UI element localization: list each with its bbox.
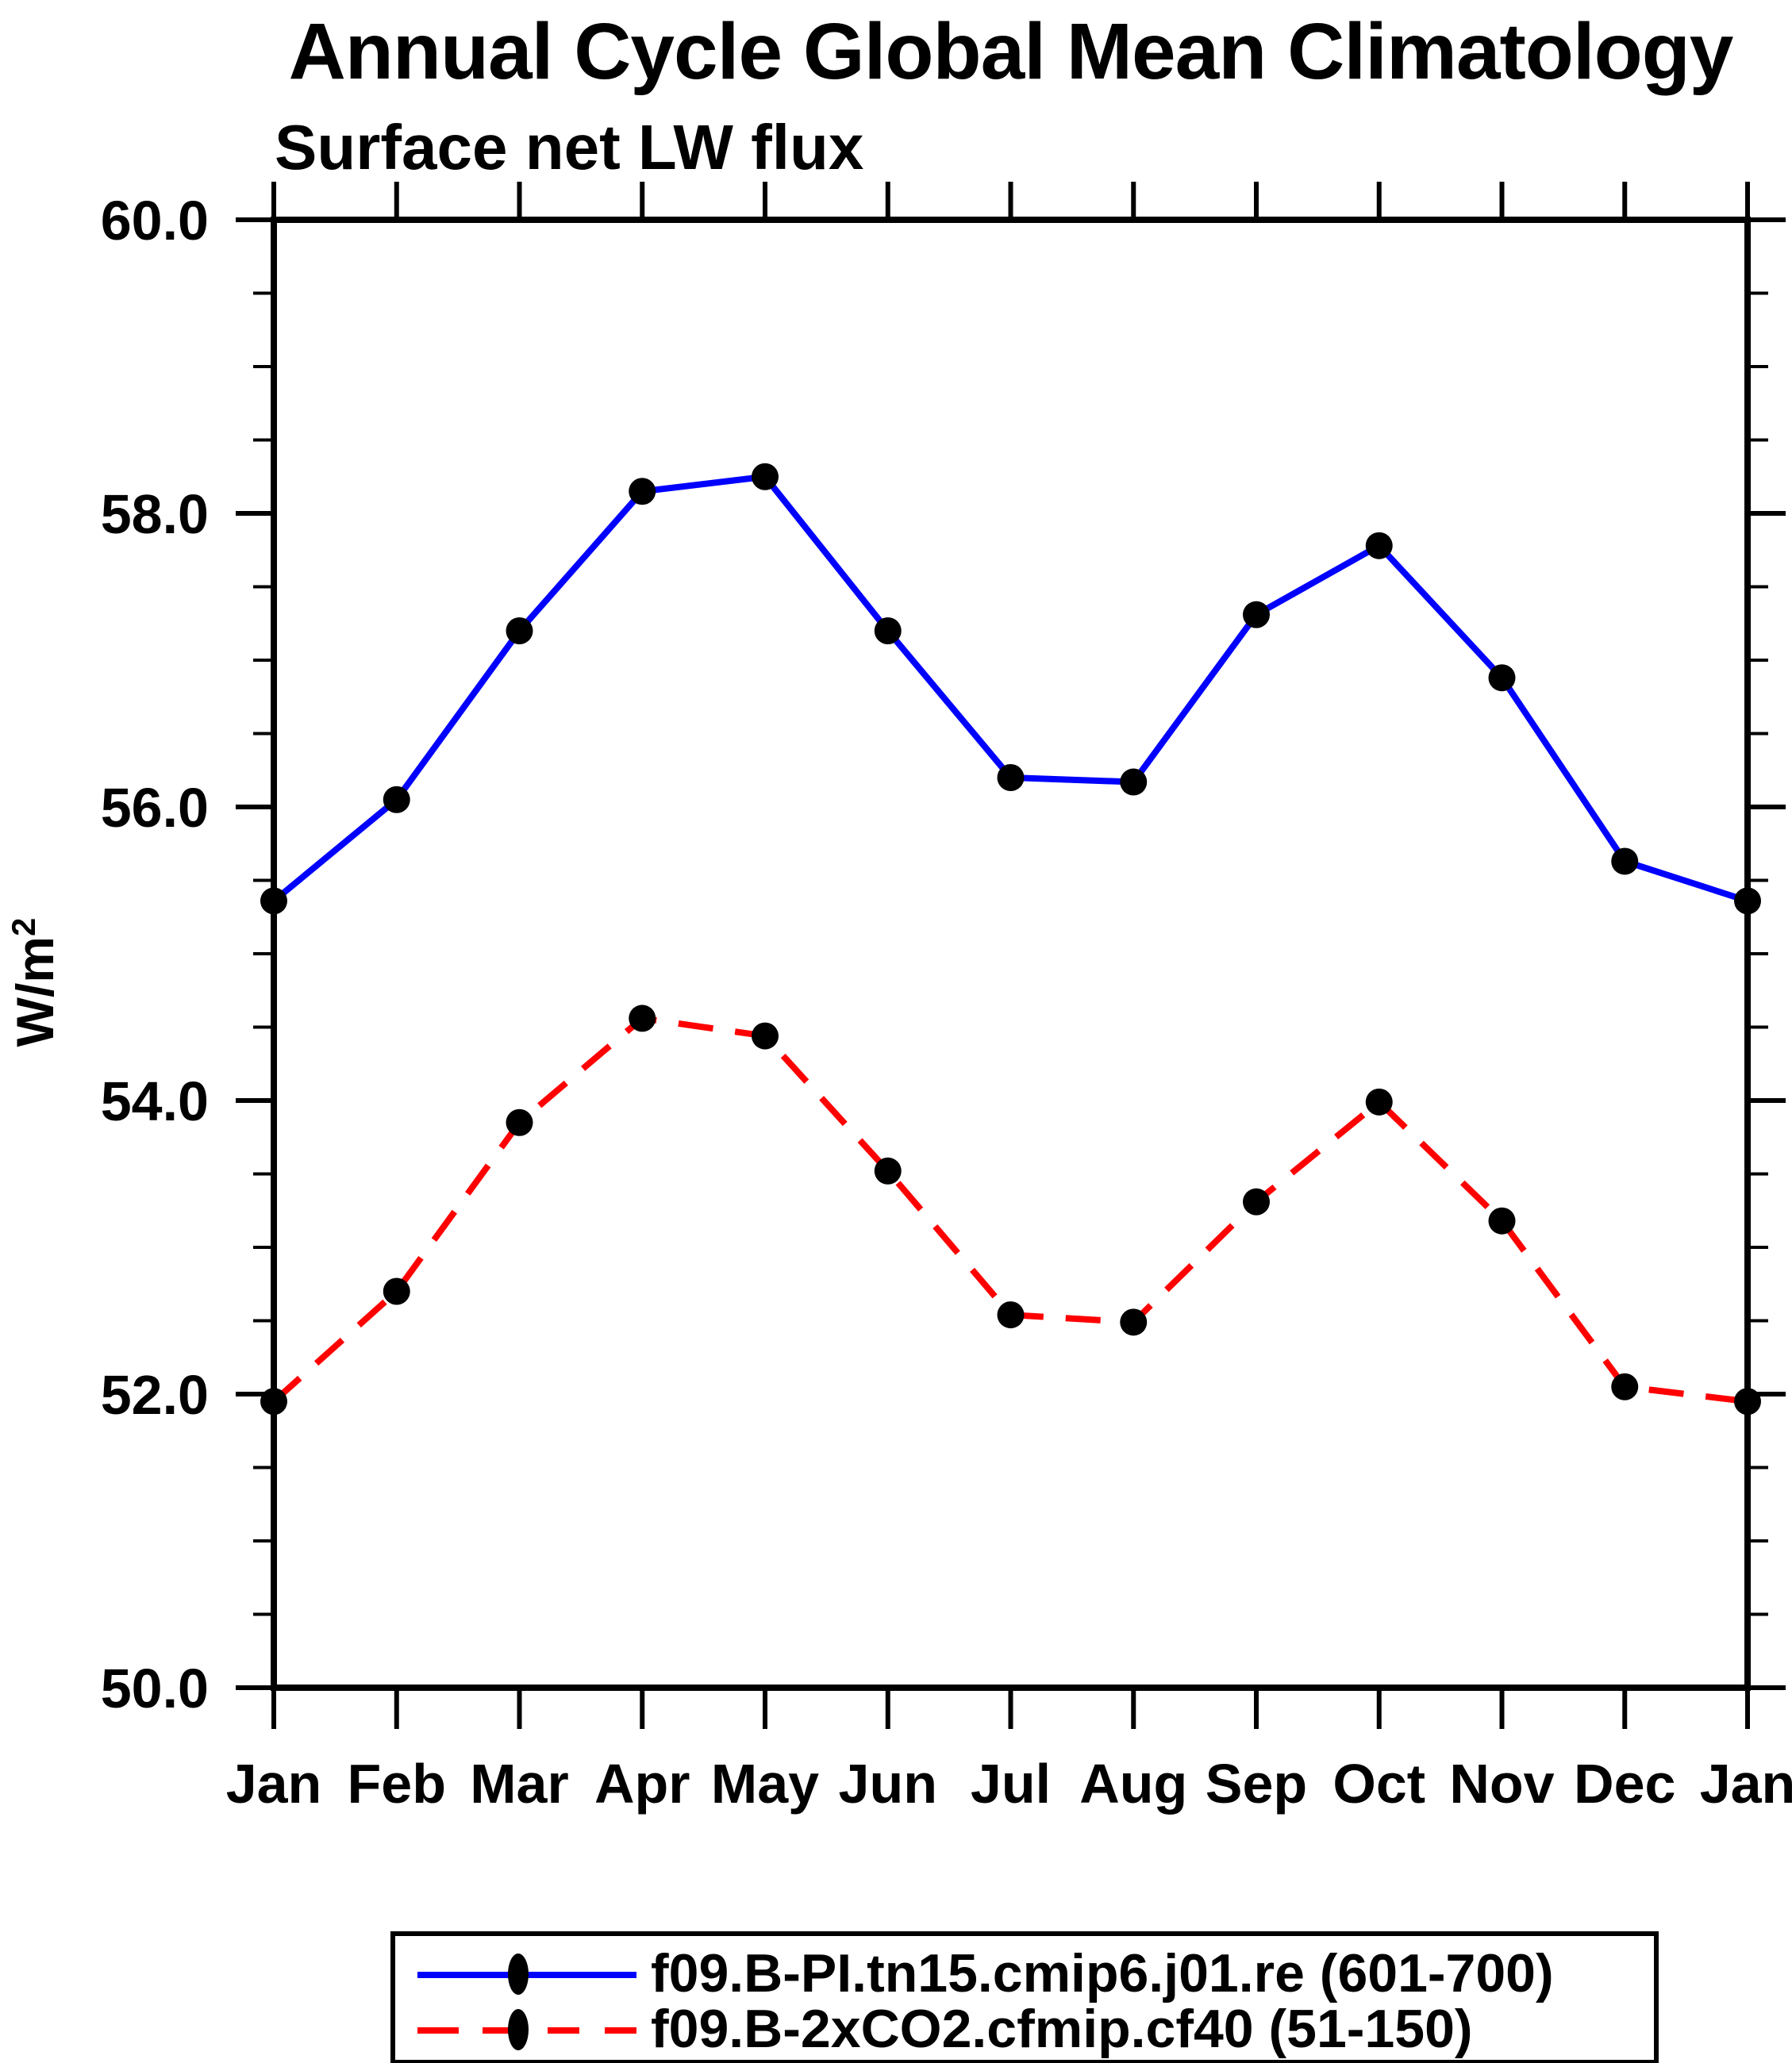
- data-point: [1120, 1308, 1148, 1336]
- data-point: [1120, 768, 1148, 796]
- x-tick-label: Feb: [348, 1753, 446, 1815]
- data-point: [874, 617, 902, 644]
- data-point: [1734, 887, 1761, 915]
- data-point: [629, 478, 656, 505]
- x-tick-label: Aug: [1079, 1753, 1187, 1815]
- legend-marker-icon: [508, 1954, 529, 1995]
- data-point: [997, 764, 1025, 791]
- x-tick-label: Nov: [1449, 1753, 1554, 1815]
- legend-row-series2: f09.B-2xCO2.cfmip.cf40 (51-150): [395, 2001, 1654, 2057]
- plot-frame: [271, 217, 1751, 1691]
- data-point: [629, 1005, 656, 1032]
- data-point: [506, 617, 533, 644]
- x-tick-label: May: [711, 1753, 819, 1815]
- x-tick-label: Sep: [1206, 1753, 1307, 1815]
- x-tick-label: Jan: [1700, 1753, 1792, 1815]
- data-point: [752, 463, 779, 490]
- data-point: [752, 1022, 779, 1050]
- legend-label-series1: f09.B-PI.tn15.cmip6.j01.re (601-700): [651, 1943, 1554, 2003]
- data-point: [1243, 601, 1270, 628]
- data-point: [874, 1157, 902, 1185]
- x-tick-label: Dec: [1574, 1753, 1675, 1815]
- data-point: [1365, 1088, 1393, 1116]
- y-tick-label: 54.0: [101, 1070, 209, 1132]
- x-tick-label: Jul: [971, 1753, 1051, 1815]
- data-point: [260, 887, 287, 915]
- data-point: [506, 1108, 533, 1136]
- legend-row-series1: f09.B-PI.tn15.cmip6.j01.re (601-700): [395, 1946, 1654, 2001]
- y-tick-label: 56.0: [101, 777, 209, 839]
- data-point: [1611, 847, 1639, 875]
- y-tick-label: 50.0: [101, 1658, 209, 1719]
- data-point: [1734, 1388, 1761, 1416]
- x-tick-label: Jan: [226, 1753, 322, 1815]
- data-point: [383, 786, 410, 813]
- chart-subtitle: Surface net LW flux: [275, 112, 864, 182]
- data-point: [1243, 1188, 1270, 1216]
- data-point: [1611, 1373, 1639, 1400]
- chart-title: Annual Cycle Global Mean Climatology: [288, 7, 1734, 96]
- x-tick-label: Apr: [594, 1753, 690, 1815]
- y-tick-label: 60.0: [101, 190, 209, 252]
- legend-marker-icon: [508, 2009, 529, 2050]
- data-point: [260, 1388, 287, 1416]
- x-tick-label: Mar: [470, 1753, 568, 1815]
- y-tick-label: 52.0: [101, 1364, 209, 1426]
- data-point: [997, 1301, 1025, 1329]
- data-point: [383, 1277, 410, 1305]
- legend: f09.B-PI.tn15.cmip6.j01.re (601-700) f09…: [390, 1931, 1659, 2063]
- x-tick-label: Oct: [1332, 1753, 1425, 1815]
- legend-line-dashed: [417, 2027, 636, 2034]
- data-point: [1488, 1207, 1516, 1235]
- data-point: [1488, 664, 1516, 692]
- data-point: [1365, 532, 1393, 559]
- y-tick-label: 58.0: [101, 483, 209, 545]
- series-line-1: [271, 1015, 1748, 1405]
- x-tick-label: Jun: [839, 1753, 937, 1815]
- legend-label-series2: f09.B-2xCO2.cfmip.cf40 (51-150): [651, 1999, 1473, 2059]
- series-line-0: [271, 473, 1749, 905]
